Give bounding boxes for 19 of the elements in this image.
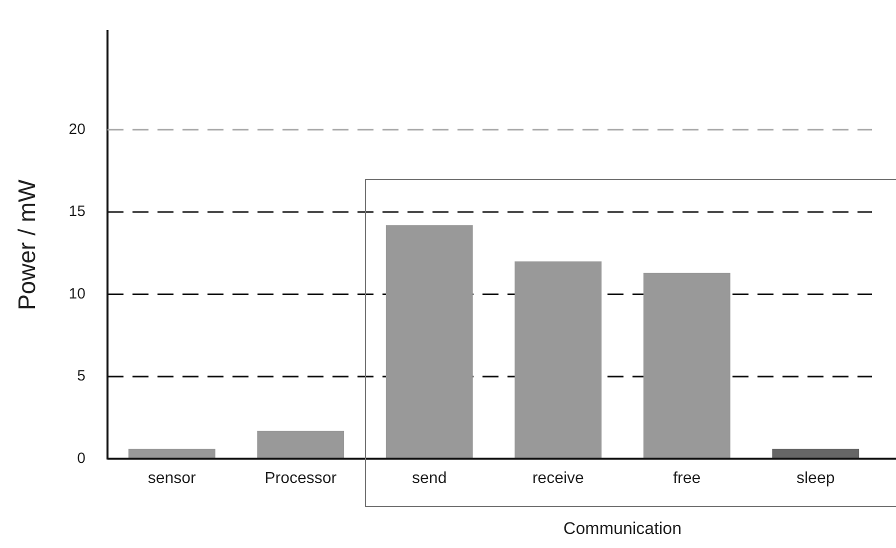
bar (128, 448, 216, 459)
y-tick-label: 5 (77, 368, 86, 385)
x-tick-label: free (673, 470, 701, 487)
y-tick-label: 20 (68, 120, 86, 138)
bar (514, 261, 602, 459)
y-tick-label: 15 (68, 203, 86, 220)
y-tick-label: 0 (77, 450, 86, 467)
text: Communication (563, 518, 682, 539)
bar (643, 272, 730, 459)
bar (386, 225, 473, 459)
bar (257, 430, 344, 459)
x-tick-label: send (412, 470, 447, 487)
x-tick-label: Processor (264, 470, 338, 487)
x-tick-label: sleep (796, 470, 835, 487)
x-tick-label: receive (532, 470, 584, 487)
bar (772, 448, 860, 459)
y-tick-label: 10 (68, 285, 86, 302)
x-tick-label: sensor (148, 470, 197, 487)
y-axis-title: Power / mW (14, 179, 42, 310)
